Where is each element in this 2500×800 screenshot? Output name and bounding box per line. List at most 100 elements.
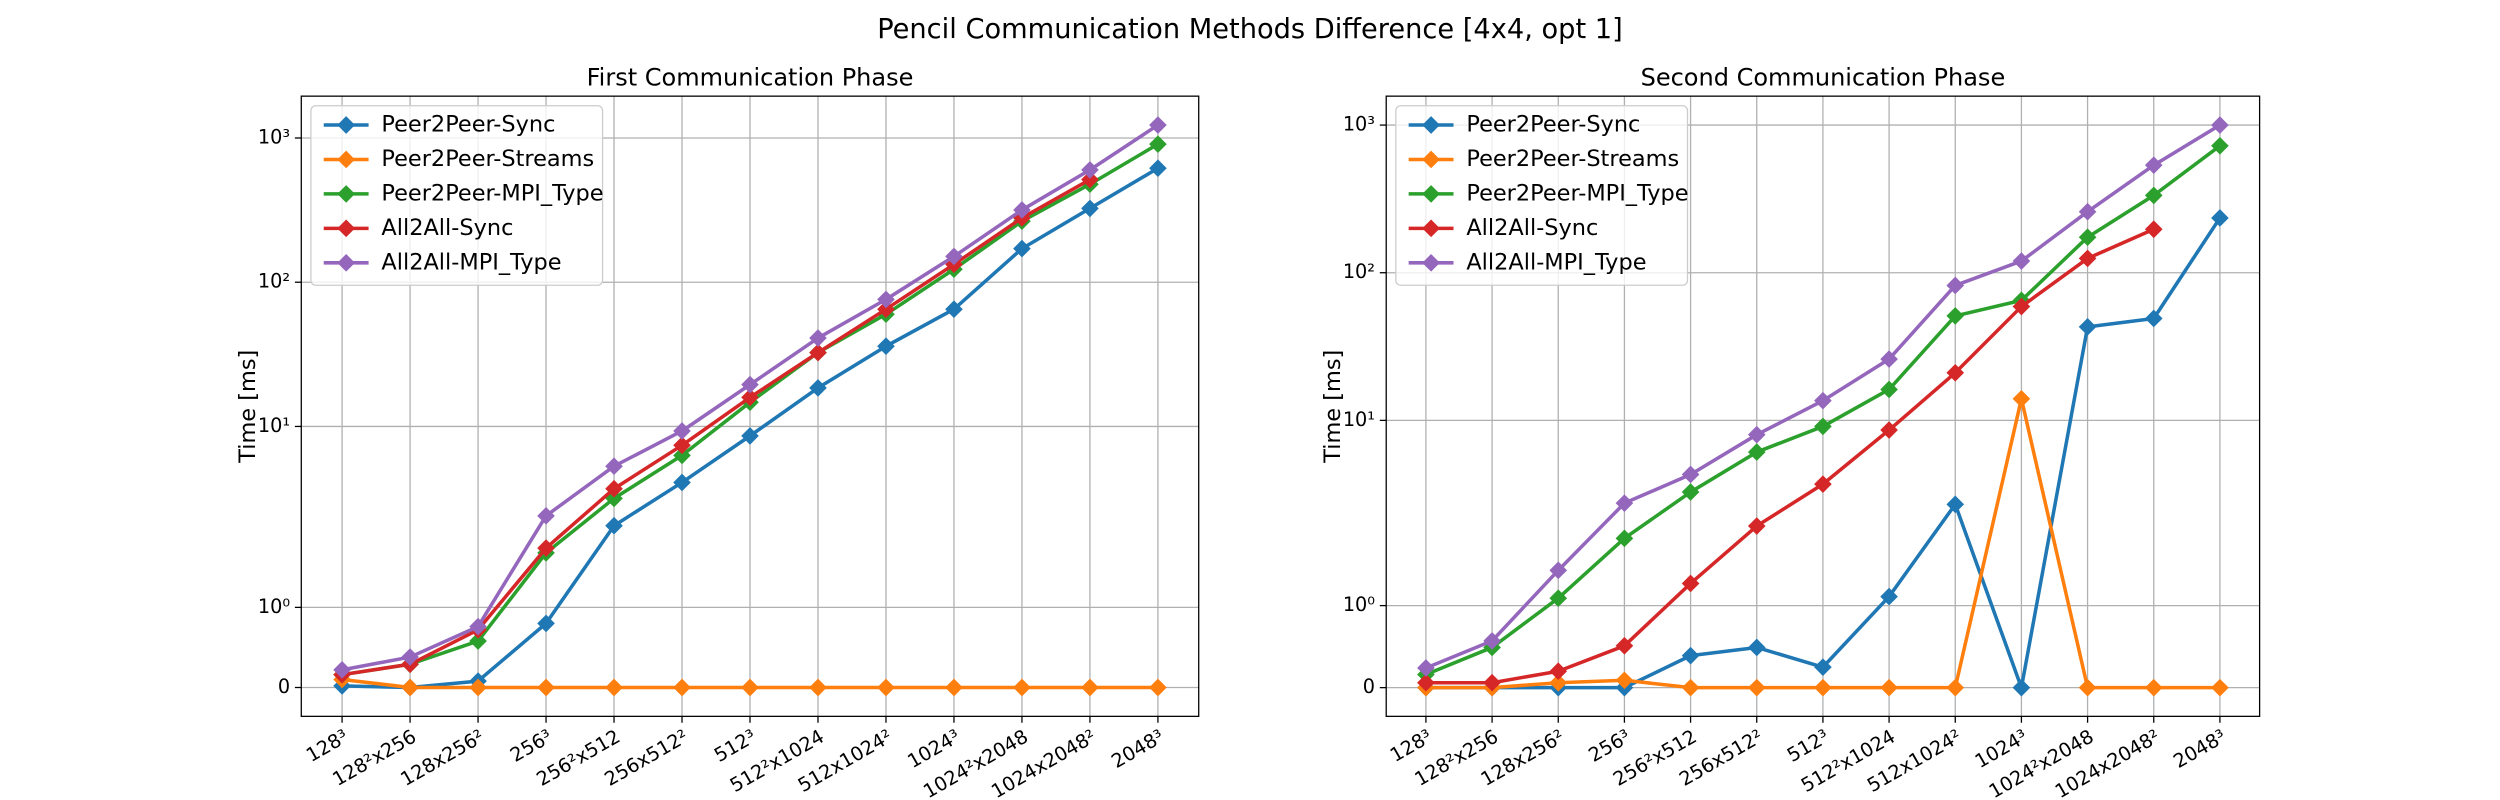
legend-label: Peer2Peer-MPI_Type xyxy=(1466,180,1688,206)
marker xyxy=(741,427,759,445)
axes-frame xyxy=(1385,95,2261,717)
marker xyxy=(1081,199,1099,218)
marker xyxy=(1081,678,1099,697)
legend-label: Peer2Peer-Streams xyxy=(381,146,594,172)
subplot-title: First Communication Phase xyxy=(587,64,914,92)
marker xyxy=(1880,380,1898,399)
marker xyxy=(2012,678,2031,697)
legend-label: All2All-Sync xyxy=(1466,215,1598,241)
marker xyxy=(1747,425,1766,444)
axes-frame xyxy=(300,95,1200,717)
marker xyxy=(537,507,555,525)
marker xyxy=(1615,494,1634,512)
x-tick-label: 2048³ xyxy=(1107,725,1168,773)
y-tick-label: 10⁰ xyxy=(258,595,290,618)
marker xyxy=(741,678,759,697)
marker xyxy=(2012,297,2031,316)
series-line xyxy=(1425,227,2155,685)
marker xyxy=(1013,678,1031,697)
subplot-title: Second Communication Phase xyxy=(1641,64,2006,92)
marker xyxy=(2078,318,2097,336)
marker xyxy=(945,678,963,697)
marker xyxy=(1483,673,1501,692)
marker xyxy=(1013,201,1031,219)
marker xyxy=(877,290,895,309)
marker xyxy=(1814,417,1832,436)
series-line xyxy=(341,178,1091,677)
figure-title: Pencil Communication Methods Difference … xyxy=(877,14,1623,45)
y-axis-label: Time [ms] xyxy=(235,350,261,464)
marker xyxy=(1880,678,1898,697)
y-tick-label: 10⁰ xyxy=(1343,593,1375,616)
y-tick-label: 10² xyxy=(1343,260,1375,283)
legend-label: Peer2Peer-Sync xyxy=(1466,112,1640,138)
marker xyxy=(537,678,555,697)
legend-box xyxy=(310,105,604,286)
marker xyxy=(741,375,759,394)
marker xyxy=(1814,391,1832,410)
y-tick-label: 0 xyxy=(278,675,290,698)
marker xyxy=(673,678,691,697)
marker xyxy=(1681,678,1700,697)
marker xyxy=(809,343,827,362)
marker xyxy=(2211,678,2229,697)
y-tick-label: 10³ xyxy=(1343,113,1375,136)
y-tick-label: 0 xyxy=(1363,675,1375,698)
marker xyxy=(1549,662,1568,681)
marker xyxy=(1013,239,1031,258)
marker xyxy=(2012,252,2031,270)
marker xyxy=(1417,673,1435,692)
marker xyxy=(1681,483,1700,501)
marker xyxy=(741,388,759,407)
marker xyxy=(537,614,555,633)
marker xyxy=(1814,475,1832,493)
marker xyxy=(1747,678,1766,697)
legend-label: All2All-Sync xyxy=(381,215,513,241)
y-tick-label: 10¹ xyxy=(258,414,290,437)
marker xyxy=(877,337,895,356)
marker xyxy=(1681,465,1700,484)
marker xyxy=(1149,678,1167,697)
marker xyxy=(2012,389,2031,408)
marker xyxy=(1946,678,1965,697)
marker xyxy=(877,678,895,697)
marker xyxy=(401,678,419,697)
legend-marker xyxy=(337,116,355,134)
marker xyxy=(1747,638,1766,657)
marker xyxy=(2144,678,2163,697)
marker xyxy=(1747,443,1766,461)
legend-label: Peer2Peer-MPI_Type xyxy=(381,180,603,206)
marker xyxy=(605,678,623,697)
marker xyxy=(1615,671,1634,690)
marker xyxy=(1880,421,1898,439)
x-tick-label: 2048³ xyxy=(2169,725,2230,773)
marker xyxy=(1814,678,1832,697)
marker xyxy=(809,329,827,347)
legend-label: All2All-MPI_Type xyxy=(1466,249,1646,275)
marker xyxy=(2078,678,2097,697)
marker xyxy=(2144,220,2163,239)
marker xyxy=(1483,632,1501,650)
y-tick-label: 10¹ xyxy=(1343,408,1375,431)
marker xyxy=(2144,186,2163,205)
legend-label: Peer2Peer-Sync xyxy=(381,112,555,138)
y-axis-label: Time [ms] xyxy=(1320,350,1346,464)
y-tick-label: 10² xyxy=(258,270,290,293)
marker xyxy=(1946,495,1965,514)
marker xyxy=(1149,159,1167,178)
marker xyxy=(809,678,827,697)
marker xyxy=(1615,636,1634,655)
marker xyxy=(945,247,963,266)
legend-label: All2All-MPI_Type xyxy=(381,249,561,275)
marker xyxy=(2211,116,2229,134)
y-tick-label: 10³ xyxy=(258,125,290,148)
legend-label: Peer2Peer-Streams xyxy=(1466,146,1679,172)
legend-box xyxy=(1395,105,1689,286)
marker xyxy=(809,379,827,397)
marker xyxy=(1681,646,1700,665)
legend: Peer2Peer-Sync Peer2Peer-Streams Peer2Peer… xyxy=(1395,105,1689,286)
legend-marker xyxy=(337,185,355,203)
